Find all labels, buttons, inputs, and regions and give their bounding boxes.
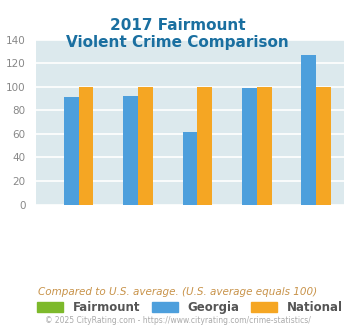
Bar [64,97,78,205]
Bar [257,87,272,205]
Bar [301,55,316,205]
Bar [123,96,138,205]
Bar [78,87,93,205]
Legend: Fairmount, Georgia, National: Fairmount, Georgia, National [33,296,347,319]
Bar [242,88,257,205]
Text: Violent Crime Comparison: Violent Crime Comparison [66,35,289,50]
Text: © 2025 CityRating.com - https://www.cityrating.com/crime-statistics/: © 2025 CityRating.com - https://www.city… [45,315,310,325]
Bar [197,87,212,205]
Text: Compared to U.S. average. (U.S. average equals 100): Compared to U.S. average. (U.S. average … [38,287,317,297]
Bar [182,132,197,205]
Text: 2017 Fairmount: 2017 Fairmount [110,18,245,33]
Bar [316,87,331,205]
Bar [138,87,153,205]
